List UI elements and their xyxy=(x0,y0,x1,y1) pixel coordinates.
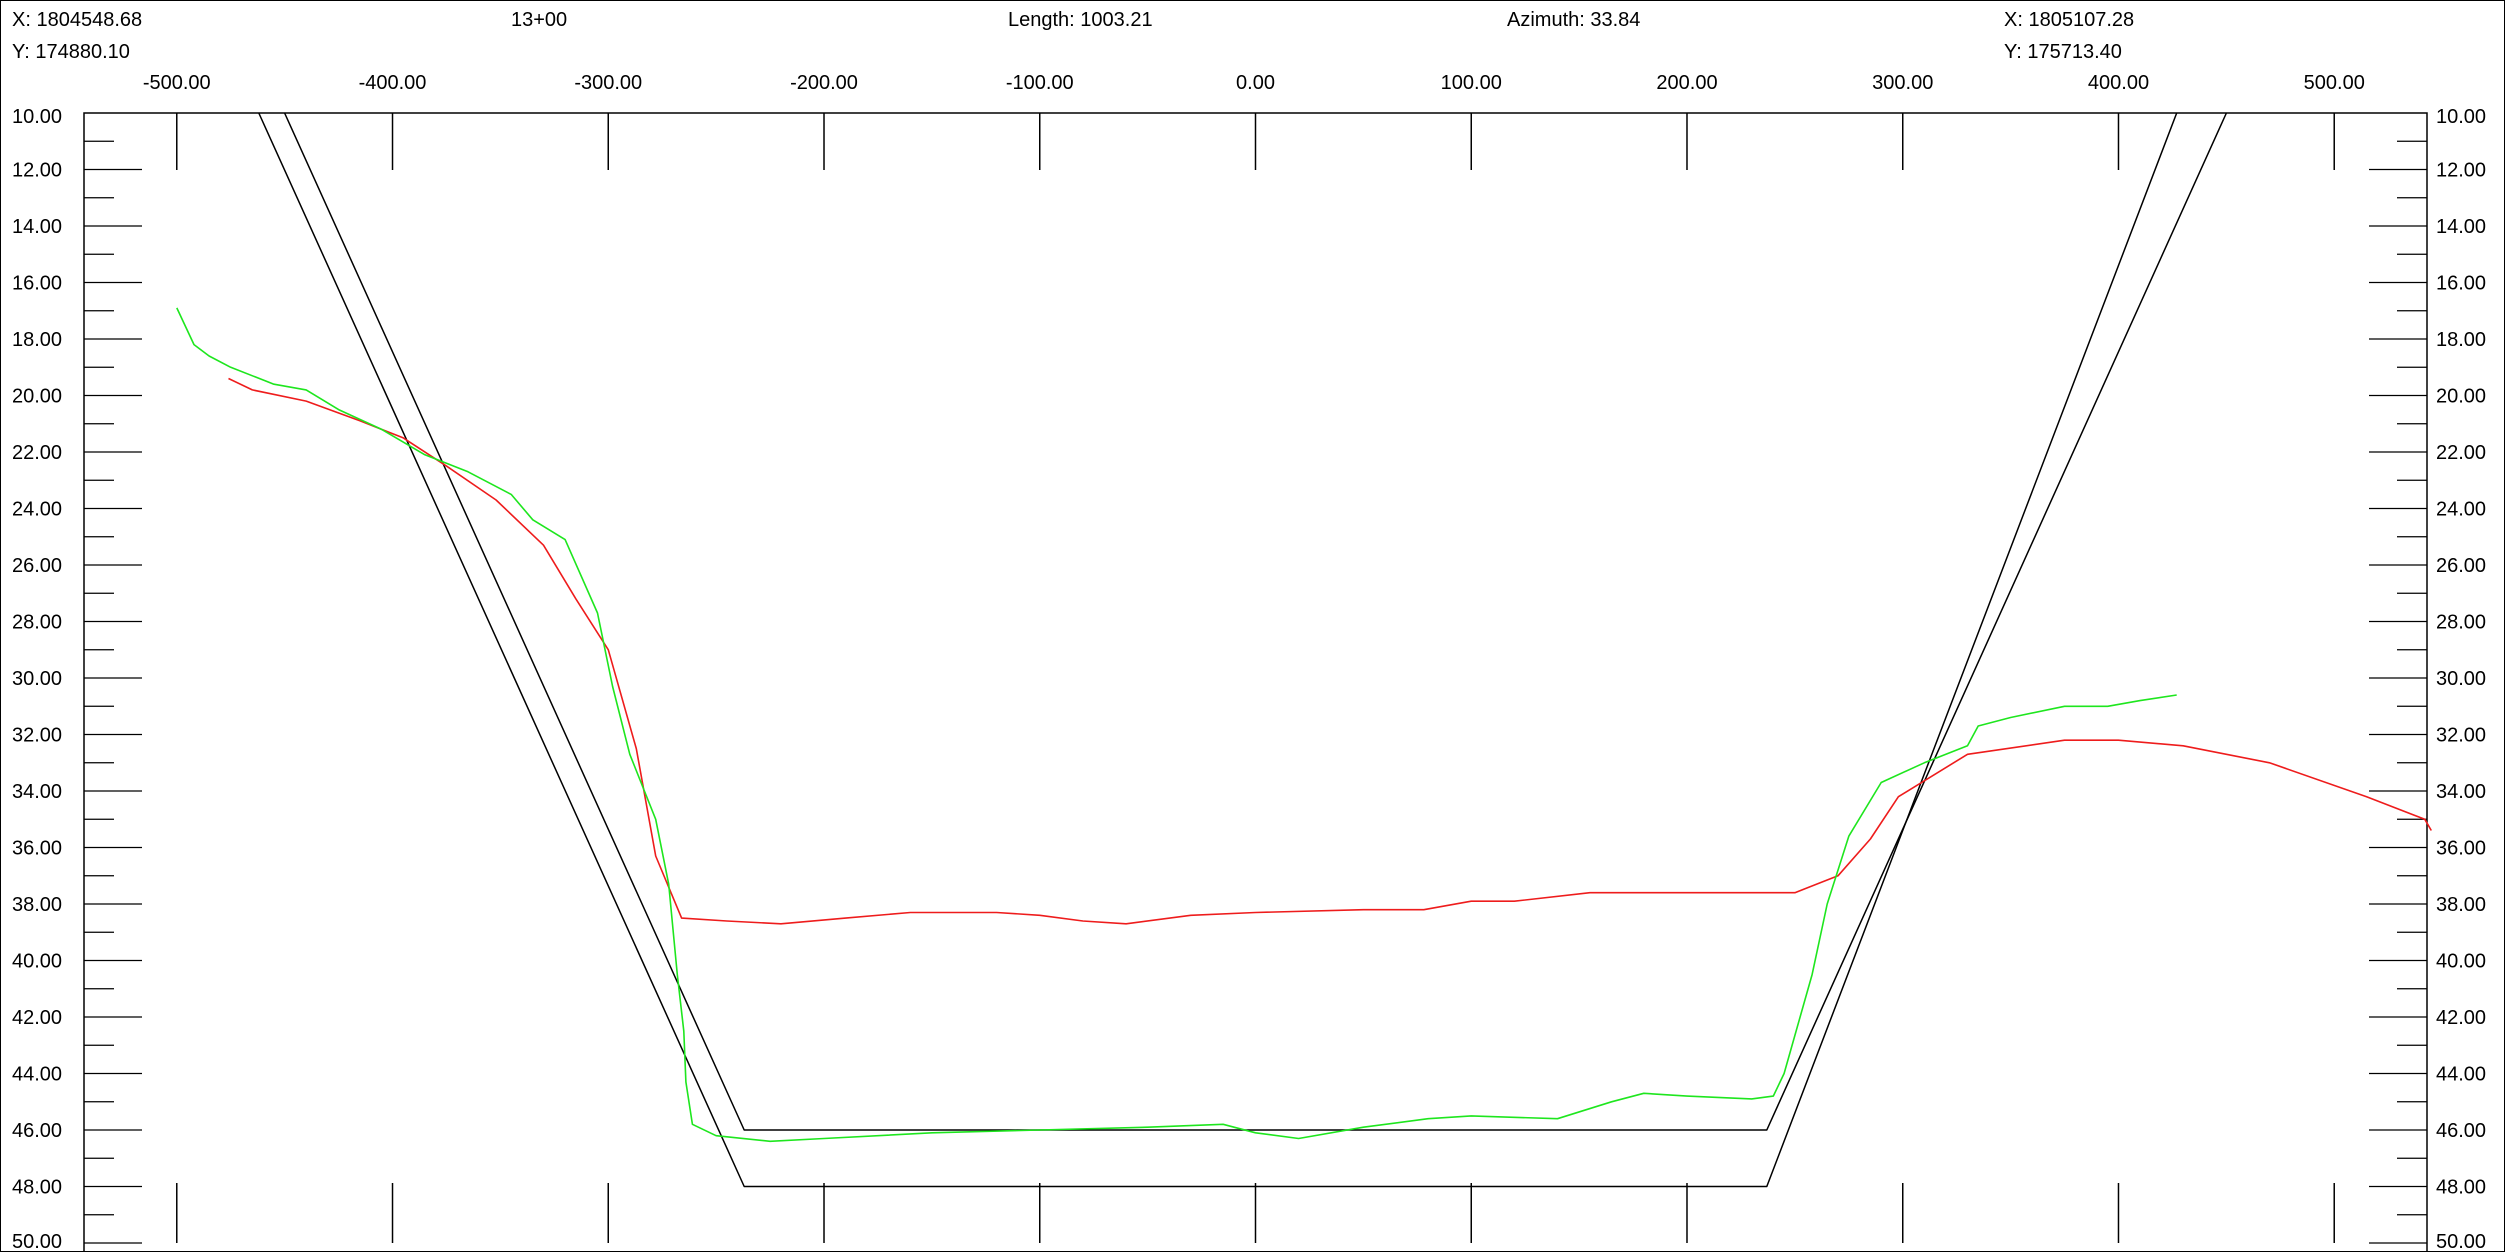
x-tick-label: -500.00 xyxy=(143,72,211,94)
y-tick-label-right: 10.00 xyxy=(2436,106,2486,128)
y-tick-label-right: 20.00 xyxy=(2436,386,2486,408)
y-tick-label-left: 14.00 xyxy=(12,216,62,238)
x-tick-label: -200.00 xyxy=(790,72,858,94)
y-tick-label-right: 46.00 xyxy=(2436,1120,2486,1142)
axis-ticks xyxy=(84,113,2427,1244)
y-tick-label-right: 18.00 xyxy=(2436,329,2486,351)
x-tick-label: 100.00 xyxy=(1441,72,1502,94)
x-tick-label: 0.00 xyxy=(1236,72,1275,94)
y-tick-label-right: 28.00 xyxy=(2436,612,2486,634)
y-tick-label-left: 30.00 xyxy=(12,668,62,690)
profile-lines xyxy=(176,112,2432,1188)
y-tick-label-right: 36.00 xyxy=(2436,838,2486,860)
y-tick-label-right: 48.00 xyxy=(2436,1177,2486,1199)
y-tick-label-right: 42.00 xyxy=(2436,1007,2486,1029)
y-tick-label-left: 46.00 xyxy=(12,1120,62,1142)
y-tick-label-right: 50.00 xyxy=(2436,1231,2486,1252)
y-tick-label-left: 28.00 xyxy=(12,612,62,634)
y-tick-label-left: 26.00 xyxy=(12,555,62,577)
station-label: 13+00 xyxy=(511,9,567,31)
y-tick-label-left: 20.00 xyxy=(12,386,62,408)
y-tick-label-right: 44.00 xyxy=(2436,1064,2486,1086)
x-tick-label: 500.00 xyxy=(2304,72,2365,94)
y-tick-label-left: 48.00 xyxy=(12,1177,62,1199)
x-tick-label: 300.00 xyxy=(1872,72,1933,94)
y-tick-label-left: 40.00 xyxy=(12,951,62,973)
y-tick-label-right: 12.00 xyxy=(2436,160,2486,182)
y-tick-label-right: 14.00 xyxy=(2436,216,2486,238)
y-tick-label-right: 30.00 xyxy=(2436,668,2486,690)
x-tick-label: -300.00 xyxy=(574,72,642,94)
y-tick-label-left: 16.00 xyxy=(12,273,62,295)
x-tick-label: 400.00 xyxy=(2088,72,2149,94)
x-tick-label: 200.00 xyxy=(1656,72,1717,94)
existing-ground-green-line xyxy=(176,307,2177,1143)
x-tick-label: -400.00 xyxy=(359,72,427,94)
start-x-readout: X: 1804548.68 xyxy=(12,9,142,31)
start-y-readout: Y: 174880.10 xyxy=(12,41,130,63)
existing-ground-red-line xyxy=(228,377,2432,925)
design-section-bottom-line xyxy=(258,112,2178,1188)
y-tick-label-left: 18.00 xyxy=(12,329,62,351)
y-tick-label-right: 22.00 xyxy=(2436,442,2486,464)
y-tick-label-right: 40.00 xyxy=(2436,951,2486,973)
y-tick-label-left: 12.00 xyxy=(12,160,62,182)
y-tick-label-left: 38.00 xyxy=(12,894,62,916)
y-tick-label-left: 50.00 xyxy=(12,1231,62,1252)
y-tick-label-right: 38.00 xyxy=(2436,894,2486,916)
y-tick-label-left: 42.00 xyxy=(12,1007,62,1029)
y-tick-label-right: 34.00 xyxy=(2436,781,2486,803)
y-tick-label-left: 36.00 xyxy=(12,838,62,860)
y-tick-label-right: 16.00 xyxy=(2436,273,2486,295)
y-tick-label-right: 32.00 xyxy=(2436,725,2486,747)
y-tick-label-left: 10.00 xyxy=(12,106,62,128)
axis-tick-labels: -500.00 -400.00 -300.00 -200.00 -100.00 0.00 1… xyxy=(12,72,2486,1252)
length-readout: Length: 1003.21 xyxy=(1008,9,1153,31)
y-tick-label-left: 22.00 xyxy=(12,442,62,464)
y-tick-label-left: 32.00 xyxy=(12,725,62,747)
y-tick-label-left: 24.00 xyxy=(12,499,62,521)
azimuth-readout: Azimuth: 33.84 xyxy=(1507,9,1640,31)
y-tick-label-right: 26.00 xyxy=(2436,555,2486,577)
y-tick-label-left: 34.00 xyxy=(12,781,62,803)
end-x-readout: X: 1805107.28 xyxy=(2004,9,2134,31)
x-tick-label: -100.00 xyxy=(1006,72,1074,94)
design-section-top-line xyxy=(283,112,2228,1131)
y-tick-label-right: 24.00 xyxy=(2436,499,2486,521)
y-tick-label-left: 44.00 xyxy=(12,1064,62,1086)
end-y-readout: Y: 175713.40 xyxy=(2004,41,2122,63)
